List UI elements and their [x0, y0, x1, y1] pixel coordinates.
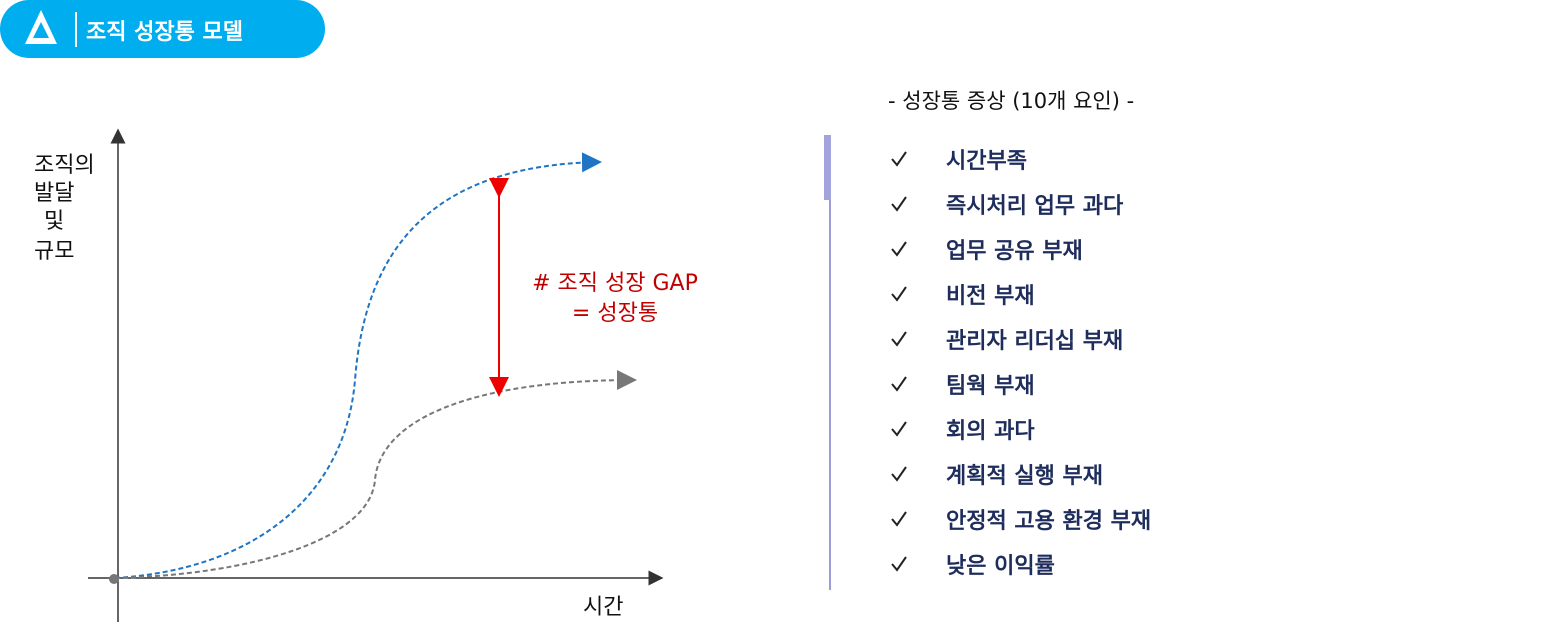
- y-axis-label-line: 및: [44, 209, 64, 234]
- symptom-text: 시간부족: [946, 148, 1027, 174]
- symptom-item: 관리자 리더십 부재: [890, 316, 1151, 361]
- check-icon: [891, 150, 907, 167]
- list-title: - 성장통 증상 (10개 요인) -: [888, 89, 1135, 113]
- header: 조직 성장통 모델: [0, 0, 325, 58]
- ideal-growth-curve: [114, 152, 602, 579]
- symptom-text: 팀웍 부재: [946, 373, 1035, 399]
- check-icon: [891, 240, 907, 257]
- symptom-text: 관리자 리더십 부재: [946, 328, 1124, 354]
- actual-growth-curve: [114, 370, 637, 579]
- y-axis-label-line: 규모: [34, 239, 74, 264]
- check-icon: [891, 465, 907, 482]
- growth-diagram: 조직의 발달 및 규모 시간 # 조직 성장 GAP = 성장통: [34, 128, 698, 622]
- check-icon: [891, 510, 907, 527]
- x-axis-label: 시간: [583, 595, 623, 620]
- symptom-text: 즉시처리 업무 과다: [946, 193, 1124, 219]
- y-axis-label-line: 조직의: [34, 153, 95, 178]
- origin: [109, 574, 119, 584]
- symptom-text: 업무 공유 부재: [946, 238, 1083, 264]
- check-icon: [891, 420, 907, 437]
- check-icon: [891, 285, 907, 302]
- symptom-text: 안정적 고용 환경 부재: [946, 508, 1152, 534]
- y-axis-label: 조직의 발달 및 규모: [34, 153, 95, 264]
- symptom-item: 팀웍 부재: [890, 361, 1151, 406]
- symptom-text: 낮은 이익률: [946, 553, 1055, 579]
- symptom-item: 계획적 실행 부재: [890, 451, 1151, 496]
- symptom-text: 계획적 실행 부재: [946, 463, 1103, 489]
- symptom-text: 비전 부재: [946, 283, 1035, 309]
- logo: [25, 10, 77, 47]
- check-icon: [891, 195, 907, 212]
- gap-label: = 성장통: [572, 301, 658, 326]
- divider: [824, 135, 831, 590]
- check-icon: [891, 555, 907, 572]
- symptom-item: 시간부족: [890, 136, 1151, 181]
- symptom-item: 즉시처리 업무 과다: [890, 181, 1151, 226]
- symptom-text: 회의 과다: [946, 418, 1035, 444]
- y-axis-label-line: 발달: [34, 181, 74, 206]
- symptom-item: 비전 부재: [890, 271, 1151, 316]
- symptom-item: 회의 과다: [890, 406, 1151, 451]
- check-icon: [891, 330, 907, 347]
- gap-label: # 조직 성장 GAP: [532, 271, 698, 296]
- symptom-item: 낮은 이익률: [890, 541, 1151, 586]
- check-icon: [891, 375, 907, 392]
- header-title: 조직 성장통 모델: [86, 20, 243, 45]
- symptom-item: 안정적 고용 환경 부재: [890, 496, 1151, 541]
- symptom-item: 업무 공유 부재: [890, 226, 1151, 271]
